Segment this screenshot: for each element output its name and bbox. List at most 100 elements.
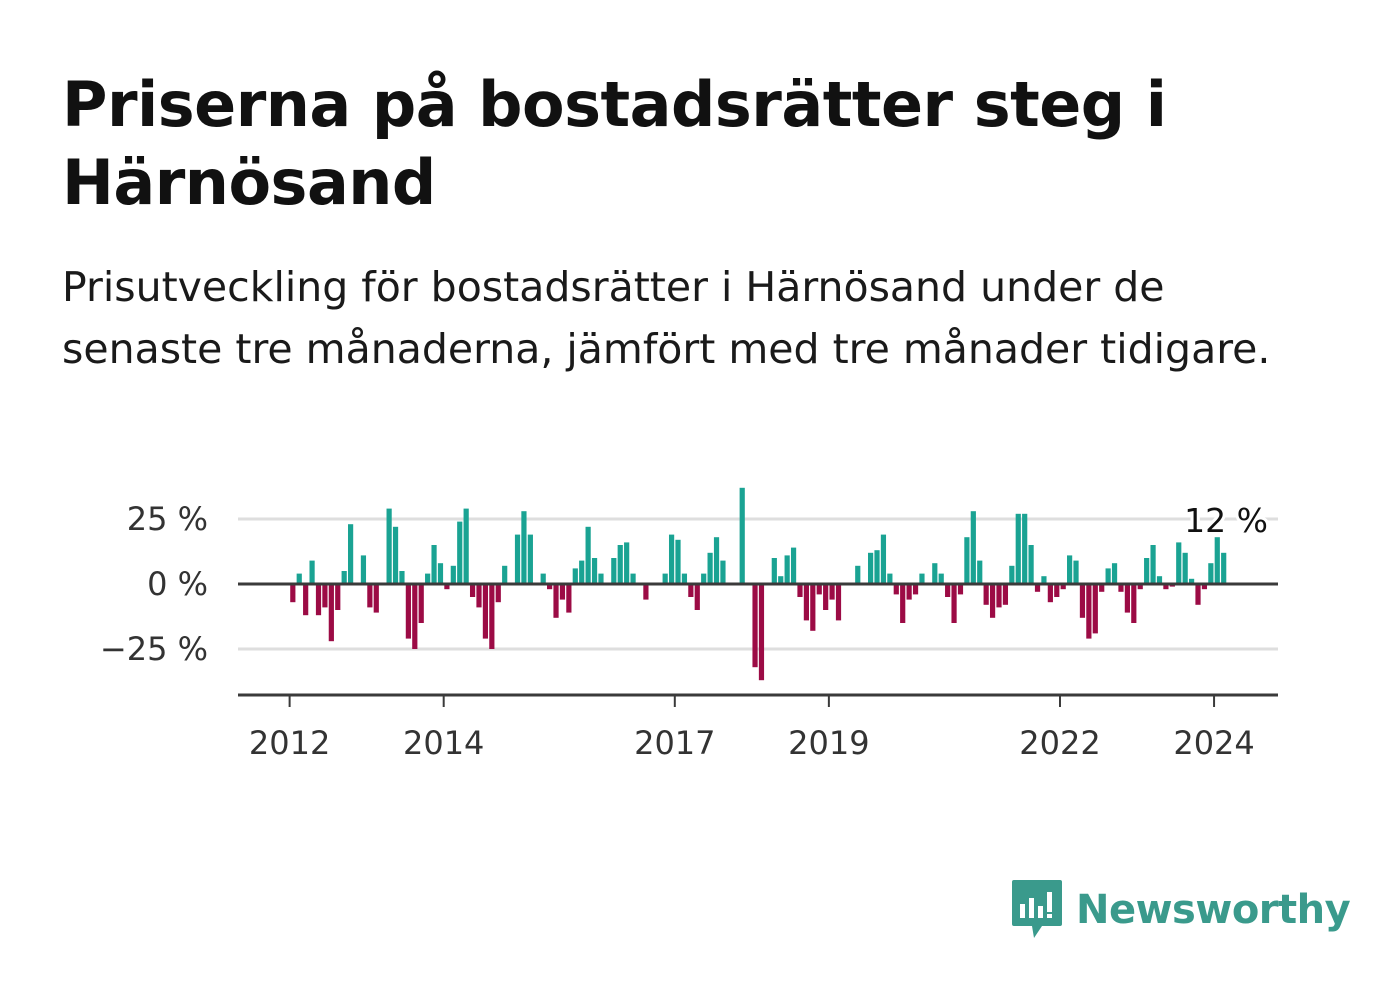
bar xyxy=(335,584,340,610)
bar xyxy=(329,584,334,641)
bar xyxy=(977,561,982,584)
bar xyxy=(496,584,501,602)
y-tick-label: 0 % xyxy=(147,565,208,603)
bar xyxy=(457,522,462,584)
bar xyxy=(1183,553,1188,584)
bar xyxy=(1195,584,1200,605)
bar xyxy=(675,540,680,584)
bar xyxy=(1208,563,1213,584)
bar xyxy=(785,555,790,584)
brand-name: Newsworthy xyxy=(1076,887,1350,933)
bar xyxy=(1048,584,1053,602)
bar xyxy=(887,574,892,584)
bar xyxy=(592,558,597,584)
bar xyxy=(618,545,623,584)
bar xyxy=(1144,558,1149,584)
bar xyxy=(1112,563,1117,584)
bar xyxy=(1003,584,1008,605)
bar xyxy=(932,563,937,584)
bar xyxy=(720,561,725,584)
bar xyxy=(598,574,603,584)
bar xyxy=(1054,584,1059,597)
bar xyxy=(900,584,905,623)
newsworthy-logo-icon xyxy=(1012,880,1062,940)
bar xyxy=(1080,584,1085,618)
bar xyxy=(682,574,687,584)
bar xyxy=(913,584,918,594)
bar xyxy=(772,558,777,584)
bar xyxy=(669,535,674,584)
bar xyxy=(611,558,616,584)
y-tick-label: 25 % xyxy=(127,500,208,538)
axes xyxy=(238,584,1278,707)
bar xyxy=(1067,555,1072,584)
bar xyxy=(1125,584,1130,613)
bar xyxy=(1215,537,1220,584)
bar xyxy=(823,584,828,610)
bar xyxy=(759,584,764,680)
x-tick-label: 2024 xyxy=(1173,724,1254,762)
bar xyxy=(1029,545,1034,584)
bar xyxy=(528,535,533,584)
bar xyxy=(1086,584,1091,639)
bar-chart: 25 % 0 % −25 % 2012 2014 2017 2019 2022 2024 12 % xyxy=(0,0,1382,800)
bar xyxy=(553,584,558,618)
bar xyxy=(348,524,353,584)
bar xyxy=(945,584,950,597)
bar xyxy=(586,527,591,584)
bar xyxy=(817,584,822,594)
bar xyxy=(521,511,526,584)
x-tick-label: 2012 xyxy=(249,724,330,762)
bar xyxy=(984,584,989,605)
bar xyxy=(1150,545,1155,584)
bar xyxy=(695,584,700,610)
bar xyxy=(1022,514,1027,584)
bar xyxy=(431,545,436,584)
bar xyxy=(367,584,372,607)
bar xyxy=(643,584,648,600)
bar xyxy=(476,584,481,607)
bar xyxy=(829,584,834,600)
bar xyxy=(566,584,571,613)
bar xyxy=(919,574,924,584)
bar xyxy=(1016,514,1021,584)
bar xyxy=(1009,566,1014,584)
y-tick-label: −25 % xyxy=(100,630,208,668)
bar xyxy=(470,584,475,597)
bar xyxy=(939,574,944,584)
bar xyxy=(303,584,308,615)
bar xyxy=(502,566,507,584)
bar xyxy=(464,509,469,584)
bar xyxy=(419,584,424,623)
bar xyxy=(907,584,912,600)
bar xyxy=(1176,542,1181,584)
bar xyxy=(836,584,841,620)
bar xyxy=(894,584,899,594)
bar xyxy=(399,571,404,584)
bar xyxy=(810,584,815,631)
bar xyxy=(387,509,392,584)
x-tick-label: 2022 xyxy=(1019,724,1100,762)
bar xyxy=(322,584,327,607)
bar xyxy=(874,550,879,584)
bar xyxy=(971,511,976,584)
bar xyxy=(1093,584,1098,633)
x-tick-label: 2019 xyxy=(788,724,869,762)
bar xyxy=(630,574,635,584)
bar xyxy=(573,568,578,584)
bar xyxy=(752,584,757,667)
bar xyxy=(1131,584,1136,623)
bar xyxy=(868,553,873,584)
bar xyxy=(708,553,713,584)
bar xyxy=(579,561,584,584)
bar xyxy=(881,535,886,584)
bar xyxy=(958,584,963,594)
bar xyxy=(309,561,314,584)
newsworthy-brand: Newsworthy xyxy=(1012,880,1350,940)
bar xyxy=(701,574,706,584)
bar xyxy=(541,574,546,584)
bar xyxy=(393,527,398,584)
bar xyxy=(714,537,719,584)
bar xyxy=(425,574,430,584)
bar xyxy=(483,584,488,639)
